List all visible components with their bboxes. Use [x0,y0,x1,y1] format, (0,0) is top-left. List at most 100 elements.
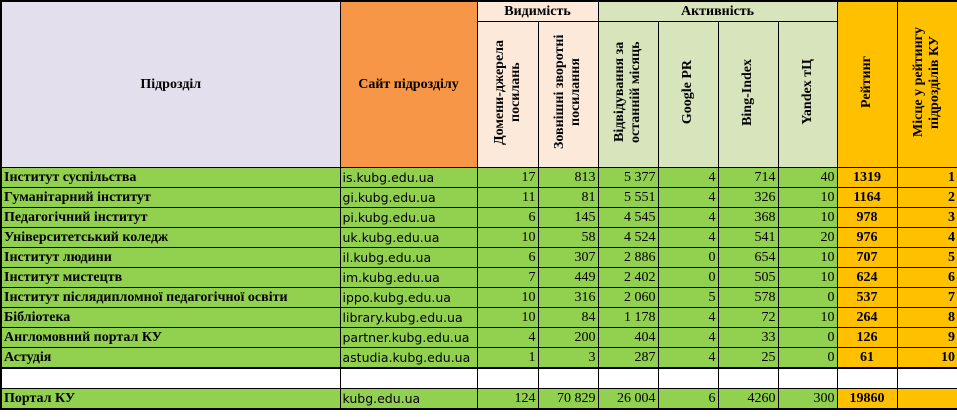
cell-visits[interactable]: 404 [597,327,659,348]
empty-cell[interactable] [0,367,341,389]
cell-backlinks[interactable]: 200 [537,327,599,348]
cell-bing-index[interactable]: 654 [717,247,779,268]
cell-rating[interactable]: 1319 [836,167,898,188]
cell-visits[interactable]: 2 886 [597,247,659,268]
header-domains[interactable]: Домени-джерела посилань [476,21,539,168]
cell-department[interactable]: Астудія [0,347,341,369]
cell-backlinks[interactable]: 307 [537,247,599,268]
cell-site[interactable]: is.kubg.edu.ua [339,167,478,188]
cell-rating[interactable]: 537 [836,287,898,308]
cell-site[interactable]: ippo.kubg.edu.ua [339,287,478,308]
empty-cell[interactable] [339,367,478,389]
cell-backlinks[interactable]: 813 [537,167,599,188]
cell-visits[interactable]: 4 545 [597,207,659,228]
header-google-pr[interactable]: Google PR [657,21,719,168]
cell-site[interactable]: partner.kubg.edu.ua [339,327,478,348]
cell-department[interactable]: Інститут людини [0,247,341,268]
cell-place[interactable]: 5 [896,247,957,268]
cell-site[interactable]: uk.kubg.edu.ua [339,227,478,248]
cell-bing-index[interactable]: 368 [717,207,779,228]
cell-rating[interactable]: 707 [836,247,898,268]
cell-backlinks[interactable]: 316 [537,287,599,308]
cell-yandex-tic[interactable]: 0 [777,347,838,369]
cell-domains[interactable]: 10 [476,287,539,308]
cell-department[interactable]: Бібліотека [0,307,341,328]
header-group-activity[interactable]: Активність [597,0,838,22]
cell-domains[interactable]: 10 [476,307,539,328]
cell-bing-index[interactable]: 25 [717,347,779,369]
cell-yandex-tic[interactable]: 300 [777,388,838,410]
cell-google-pr[interactable]: 4 [657,167,719,188]
cell-rating[interactable]: 126 [836,327,898,348]
header-backlinks[interactable]: Зовнішні зворотні посилання [537,21,599,168]
cell-rating[interactable]: 976 [836,227,898,248]
cell-department[interactable]: Університетський коледж [0,227,341,248]
cell-bing-index[interactable]: 541 [717,227,779,248]
cell-place[interactable]: 4 [896,227,957,248]
cell-place[interactable]: 6 [896,267,957,288]
cell-visits[interactable]: 2 060 [597,287,659,308]
cell-domains[interactable]: 124 [476,388,539,410]
cell-backlinks[interactable]: 145 [537,207,599,228]
cell-bing-index[interactable]: 578 [717,287,779,308]
cell-visits[interactable]: 4 524 [597,227,659,248]
header-bing-index[interactable]: Bing-Index [717,21,779,168]
cell-place[interactable]: 1 [896,167,957,188]
cell-bing-index[interactable]: 4260 [717,388,779,410]
cell-bing-index[interactable]: 33 [717,327,779,348]
empty-cell[interactable] [836,367,898,389]
cell-visits[interactable]: 1 178 [597,307,659,328]
empty-cell[interactable] [896,367,957,389]
cell-department[interactable]: Англомовний портал КУ [0,327,341,348]
cell-department[interactable]: Педагогічний інститут [0,207,341,228]
cell-google-pr[interactable]: 4 [657,347,719,369]
cell-visits[interactable]: 2 402 [597,267,659,288]
cell-google-pr[interactable]: 4 [657,207,719,228]
cell-site[interactable]: il.kubg.edu.ua [339,247,478,268]
cell-domains[interactable]: 11 [476,187,539,208]
cell-backlinks[interactable]: 3 [537,347,599,369]
cell-place[interactable] [896,388,957,410]
cell-rating[interactable]: 624 [836,267,898,288]
cell-domains[interactable]: 10 [476,227,539,248]
empty-cell[interactable] [537,367,599,389]
cell-domains[interactable]: 1 [476,347,539,369]
cell-yandex-tic[interactable]: 10 [777,307,838,328]
cell-department[interactable]: Гуманітарний інститут [0,187,341,208]
cell-backlinks[interactable]: 84 [537,307,599,328]
cell-google-pr[interactable]: 0 [657,247,719,268]
header-yandex-tic[interactable]: Yandex тЦ [777,21,838,168]
cell-site[interactable]: pi.kubg.edu.ua [339,207,478,228]
cell-google-pr[interactable]: 6 [657,388,719,410]
cell-department[interactable]: Інститут післядипломної педагогічної осв… [0,287,341,308]
cell-google-pr[interactable]: 5 [657,287,719,308]
cell-rating[interactable]: 1164 [836,187,898,208]
cell-bing-index[interactable]: 505 [717,267,779,288]
cell-visits[interactable]: 5 551 [597,187,659,208]
cell-site[interactable]: kubg.edu.ua [339,388,478,410]
header-group-visibility[interactable]: Видимість [476,0,599,22]
cell-backlinks[interactable]: 449 [537,267,599,288]
empty-cell[interactable] [657,367,719,389]
header-site[interactable]: Сайт підрозділу [339,0,478,168]
cell-place[interactable]: 9 [896,327,957,348]
cell-bing-index[interactable]: 714 [717,167,779,188]
header-visits[interactable]: Відвідування за останній місяць [597,21,659,168]
cell-domains[interactable]: 6 [476,207,539,228]
cell-yandex-tic[interactable]: 10 [777,207,838,228]
cell-department[interactable]: Інститут мистецтв [0,267,341,288]
cell-site[interactable]: gi.kubg.edu.ua [339,187,478,208]
cell-domains[interactable]: 17 [476,167,539,188]
cell-domains[interactable]: 4 [476,327,539,348]
cell-yandex-tic[interactable]: 40 [777,167,838,188]
cell-domains[interactable]: 7 [476,267,539,288]
cell-yandex-tic[interactable]: 20 [777,227,838,248]
cell-yandex-tic[interactable]: 0 [777,287,838,308]
cell-rating[interactable]: 978 [836,207,898,228]
cell-place[interactable]: 7 [896,287,957,308]
cell-department[interactable]: Інститут суспільства [0,167,341,188]
cell-place[interactable]: 10 [896,347,957,369]
cell-place[interactable]: 8 [896,307,957,328]
empty-cell[interactable] [777,367,838,389]
cell-visits[interactable]: 287 [597,347,659,369]
